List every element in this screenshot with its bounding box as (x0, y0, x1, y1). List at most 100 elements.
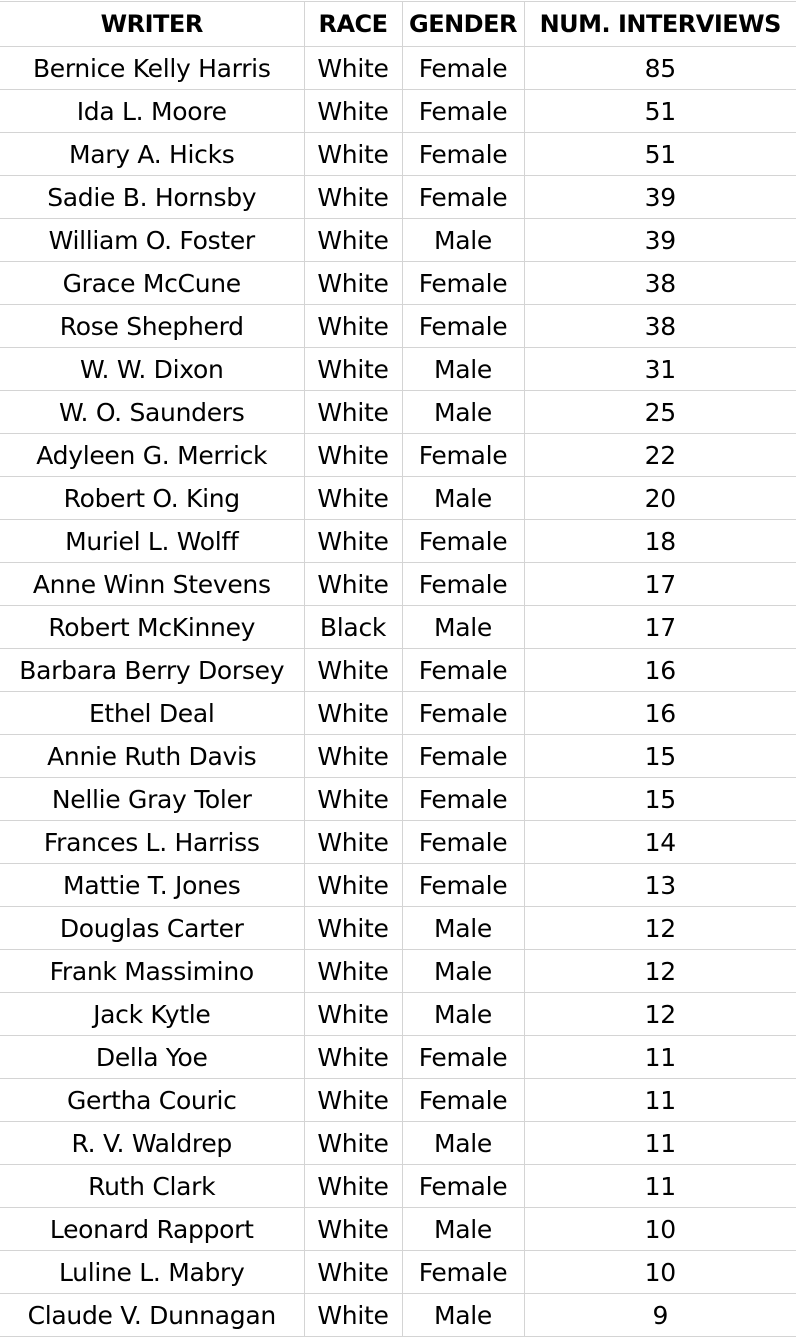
cell-gender: Female (401, 433, 525, 477)
cell-writer: Jack Kytle (0, 992, 305, 1036)
cell-writer: R. V. Waldrep (0, 1121, 305, 1165)
table-row: Jack Kytle White Male 12 (0, 992, 796, 1036)
table-body: Bernice Kelly Harris White Female 85 Ida L. … (0, 46, 796, 1337)
cell-num-interviews: 20 (523, 476, 796, 520)
cell-writer: Douglas Carter (0, 906, 305, 950)
cell-race: White (303, 1035, 403, 1079)
cell-num-interviews: 11 (523, 1164, 796, 1208)
cell-writer: Gertha Couric (0, 1078, 305, 1122)
cell-gender: Female (401, 734, 525, 778)
cell-gender: Female (401, 1164, 525, 1208)
cell-num-interviews: 17 (523, 562, 796, 606)
cell-gender: Male (401, 218, 525, 262)
cell-writer: Robert O. King (0, 476, 305, 520)
header-row: WRITER RACE GENDER NUM. INTERVIEWS (0, 1, 796, 47)
cell-race: White (303, 132, 403, 176)
table-row: Luline L. Mabry White Female 10 (0, 1250, 796, 1294)
cell-writer: Ida L. Moore (0, 89, 305, 133)
table-row: W. O. Saunders White Male 25 (0, 390, 796, 434)
cell-gender: Female (401, 1078, 525, 1122)
table-row: Nellie Gray Toler White Female 15 (0, 777, 796, 821)
cell-gender: Male (401, 949, 525, 993)
cell-gender: Male (401, 390, 525, 434)
cell-num-interviews: 38 (523, 261, 796, 305)
cell-race: White (303, 347, 403, 391)
cell-gender: Male (401, 1293, 525, 1337)
cell-writer: W. W. Dixon (0, 347, 305, 391)
cell-num-interviews: 10 (523, 1207, 796, 1251)
cell-num-interviews: 9 (523, 1293, 796, 1337)
header-race: RACE (303, 1, 403, 47)
cell-writer: Barbara Berry Dorsey (0, 648, 305, 692)
table-row: Muriel L. Wolff White Female 18 (0, 519, 796, 563)
cell-race: White (303, 820, 403, 864)
cell-race: White (303, 1078, 403, 1122)
cell-gender: Female (401, 820, 525, 864)
cell-race: White (303, 906, 403, 950)
cell-race: White (303, 949, 403, 993)
cell-num-interviews: 12 (523, 949, 796, 993)
cell-race: White (303, 1164, 403, 1208)
table-row: Rose Shepherd White Female 38 (0, 304, 796, 348)
cell-race: White (303, 261, 403, 305)
cell-writer: Frances L. Harriss (0, 820, 305, 864)
cell-race: White (303, 992, 403, 1036)
cell-writer: Luline L. Mabry (0, 1250, 305, 1294)
cell-writer: Adyleen G. Merrick (0, 433, 305, 477)
cell-writer: Robert McKinney (0, 605, 305, 649)
cell-num-interviews: 22 (523, 433, 796, 477)
table-row: Mary A. Hicks White Female 51 (0, 132, 796, 176)
cell-writer: Rose Shepherd (0, 304, 305, 348)
cell-race: White (303, 89, 403, 133)
cell-writer: Leonard Rapport (0, 1207, 305, 1251)
cell-gender: Female (401, 562, 525, 606)
cell-num-interviews: 12 (523, 906, 796, 950)
cell-race: White (303, 1293, 403, 1337)
header-writer: WRITER (0, 1, 305, 47)
cell-gender: Female (401, 863, 525, 907)
table-row: Mattie T. Jones White Female 13 (0, 863, 796, 907)
cell-gender: Female (401, 519, 525, 563)
table-row: Ruth Clark White Female 11 (0, 1164, 796, 1208)
cell-gender: Male (401, 476, 525, 520)
cell-race: White (303, 1207, 403, 1251)
cell-race: White (303, 777, 403, 821)
cell-writer: Mary A. Hicks (0, 132, 305, 176)
table-row: William O. Foster White Male 39 (0, 218, 796, 262)
table-row: Grace McCune White Female 38 (0, 261, 796, 305)
table-row: Claude V. Dunnagan White Male 9 (0, 1293, 796, 1337)
cell-writer: Nellie Gray Toler (0, 777, 305, 821)
cell-writer: Sadie B. Hornsby (0, 175, 305, 219)
cell-num-interviews: 12 (523, 992, 796, 1036)
cell-writer: Grace McCune (0, 261, 305, 305)
header-num-interviews: NUM. INTERVIEWS (523, 1, 796, 47)
cell-writer: Muriel L. Wolff (0, 519, 305, 563)
cell-gender: Female (401, 89, 525, 133)
cell-race: Black (303, 605, 403, 649)
cell-race: White (303, 390, 403, 434)
cell-gender: Female (401, 46, 525, 90)
cell-writer: W. O. Saunders (0, 390, 305, 434)
cell-num-interviews: 16 (523, 648, 796, 692)
cell-num-interviews: 15 (523, 734, 796, 778)
cell-writer: Claude V. Dunnagan (0, 1293, 305, 1337)
cell-gender: Female (401, 777, 525, 821)
cell-gender: Male (401, 347, 525, 391)
cell-num-interviews: 13 (523, 863, 796, 907)
cell-num-interviews: 18 (523, 519, 796, 563)
cell-race: White (303, 46, 403, 90)
cell-num-interviews: 17 (523, 605, 796, 649)
cell-race: White (303, 175, 403, 219)
cell-gender: Female (401, 648, 525, 692)
cell-num-interviews: 85 (523, 46, 796, 90)
cell-gender: Male (401, 906, 525, 950)
table-row: Douglas Carter White Male 12 (0, 906, 796, 950)
table-row: Gertha Couric White Female 11 (0, 1078, 796, 1122)
cell-race: White (303, 304, 403, 348)
cell-race: White (303, 648, 403, 692)
cell-gender: Male (401, 1207, 525, 1251)
cell-writer: Annie Ruth Davis (0, 734, 305, 778)
cell-num-interviews: 51 (523, 132, 796, 176)
cell-gender: Female (401, 1035, 525, 1079)
